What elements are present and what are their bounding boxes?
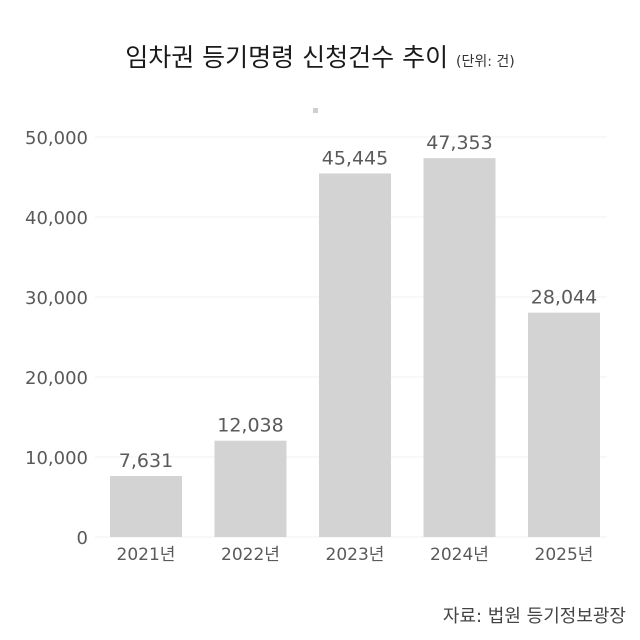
y-tick-label: 30,000 — [25, 288, 88, 309]
y-tick-label: 40,000 — [25, 208, 88, 229]
chart-unit: (단위: 건) — [456, 54, 515, 70]
y-tick-label: 20,000 — [25, 368, 88, 389]
chart-title: 임차권 등기명령 신청건수 추이 (단위: 건) — [0, 38, 640, 74]
bar — [319, 173, 391, 537]
data-label: 7,631 — [119, 450, 173, 472]
x-tick-label: 2023년 — [326, 545, 385, 565]
bar — [110, 475, 182, 537]
x-tick-label: 2021년 — [117, 545, 176, 565]
source-note: 자료: 법원 등기정보광장 — [442, 606, 626, 627]
y-tick-label: 50,000 — [25, 128, 88, 149]
x-tick-label: 2025년 — [535, 545, 594, 565]
y-tick-label: 10,000 — [25, 448, 88, 469]
data-label: 45,445 — [322, 147, 388, 169]
bar — [423, 158, 496, 537]
bar — [528, 312, 600, 537]
x-tick-label: 2022년 — [221, 545, 280, 565]
chart-title-text: 임차권 등기명령 신청건수 추이 — [125, 43, 449, 72]
legend-marker — [313, 108, 318, 113]
data-label: 12,038 — [217, 415, 283, 437]
x-tick-label: 2024년 — [430, 545, 489, 565]
bar — [214, 440, 287, 537]
data-label: 47,353 — [426, 132, 492, 154]
y-tick-label: 0 — [77, 528, 88, 549]
data-label: 28,044 — [531, 287, 597, 309]
